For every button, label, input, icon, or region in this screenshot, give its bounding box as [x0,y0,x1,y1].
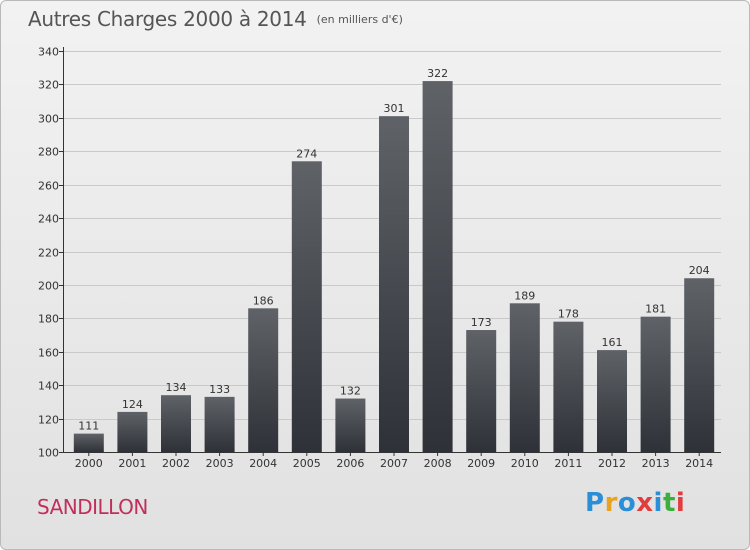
logo-letter: t [662,488,676,518]
bars [73,81,715,452]
commune-name: SANDILLON [37,495,148,519]
logo-letter: x [636,488,654,518]
x-tick-label: 2001 [118,457,146,470]
bar [204,396,235,452]
x-tick-label: 2012 [598,457,626,470]
data-label: 173 [471,316,492,329]
y-tick-label: 280 [38,146,59,159]
bar [466,330,497,452]
data-label: 274 [296,147,317,160]
x-tick-label: 2010 [511,457,539,470]
x-tick-label: 2009 [467,457,495,470]
bar [553,321,584,452]
x-tick-label: 2008 [424,457,452,470]
y-tick-label: 320 [38,79,59,92]
chart-subtitle: (en milliers d'€) [316,13,403,26]
logo-letter: i [675,488,686,518]
y-tick-label: 140 [38,380,59,393]
data-label: 178 [558,308,579,321]
bar [248,308,279,452]
bar [73,433,104,452]
bar [684,278,715,452]
chart-title: Autres Charges 2000 à 2014 [28,7,307,31]
x-tick-label: 2004 [249,457,277,470]
data-label: 111 [78,420,99,433]
y-tick-label: 160 [38,347,59,360]
data-label: 322 [427,67,448,80]
data-label: 133 [209,383,230,396]
logo-letter: i [653,488,663,518]
bar [335,398,366,452]
x-tick-label: 2002 [162,457,190,470]
x-tick-label: 2011 [554,457,582,470]
data-label: 186 [253,294,274,307]
x-tick-label: 2006 [336,457,364,470]
data-label: 204 [689,264,710,277]
y-tick-label: 220 [38,247,59,260]
data-label: 181 [645,303,666,316]
x-tick-label: 2003 [206,457,234,470]
y-tick-label: 260 [38,180,59,193]
y-tick-label: 100 [38,447,59,460]
x-tick-label: 2014 [685,457,713,470]
bar [597,350,627,452]
bar [291,161,322,452]
data-label: 132 [340,385,361,398]
bar [379,116,409,452]
x-tick-label: 2000 [75,457,103,470]
data-label: 301 [384,102,405,115]
y-tick-label: 120 [38,414,59,427]
bar [640,316,671,452]
labels: 100 120 140 160 180 200 220 240 260 280 300 320 340 1… [38,46,713,471]
logo-letter: P [585,488,605,518]
y-tick-label: 300 [38,113,59,126]
chart-header: Autres Charges 2000 à 2014 (en milliers d… [28,7,403,31]
data-label: 124 [122,398,143,411]
bar [422,81,453,452]
x-tick-label: 2013 [642,457,670,470]
y-tick-label: 200 [38,280,59,293]
bar [161,395,191,452]
y-tick-label: 240 [38,213,59,226]
data-label: 161 [602,336,623,349]
x-tick-label: 2005 [293,457,321,470]
proxiti-logo[interactable]: Proxiti [585,488,685,518]
data-label: 134 [166,381,187,394]
axes [59,47,721,456]
y-tick-label: 180 [38,313,59,326]
bar [117,411,148,452]
y-tick-label: 340 [38,46,59,59]
logo-letter: r [604,488,618,518]
x-tick-label: 2007 [380,457,408,470]
bar [509,303,540,452]
data-label: 189 [514,289,535,302]
logo-letter: o [617,488,637,518]
